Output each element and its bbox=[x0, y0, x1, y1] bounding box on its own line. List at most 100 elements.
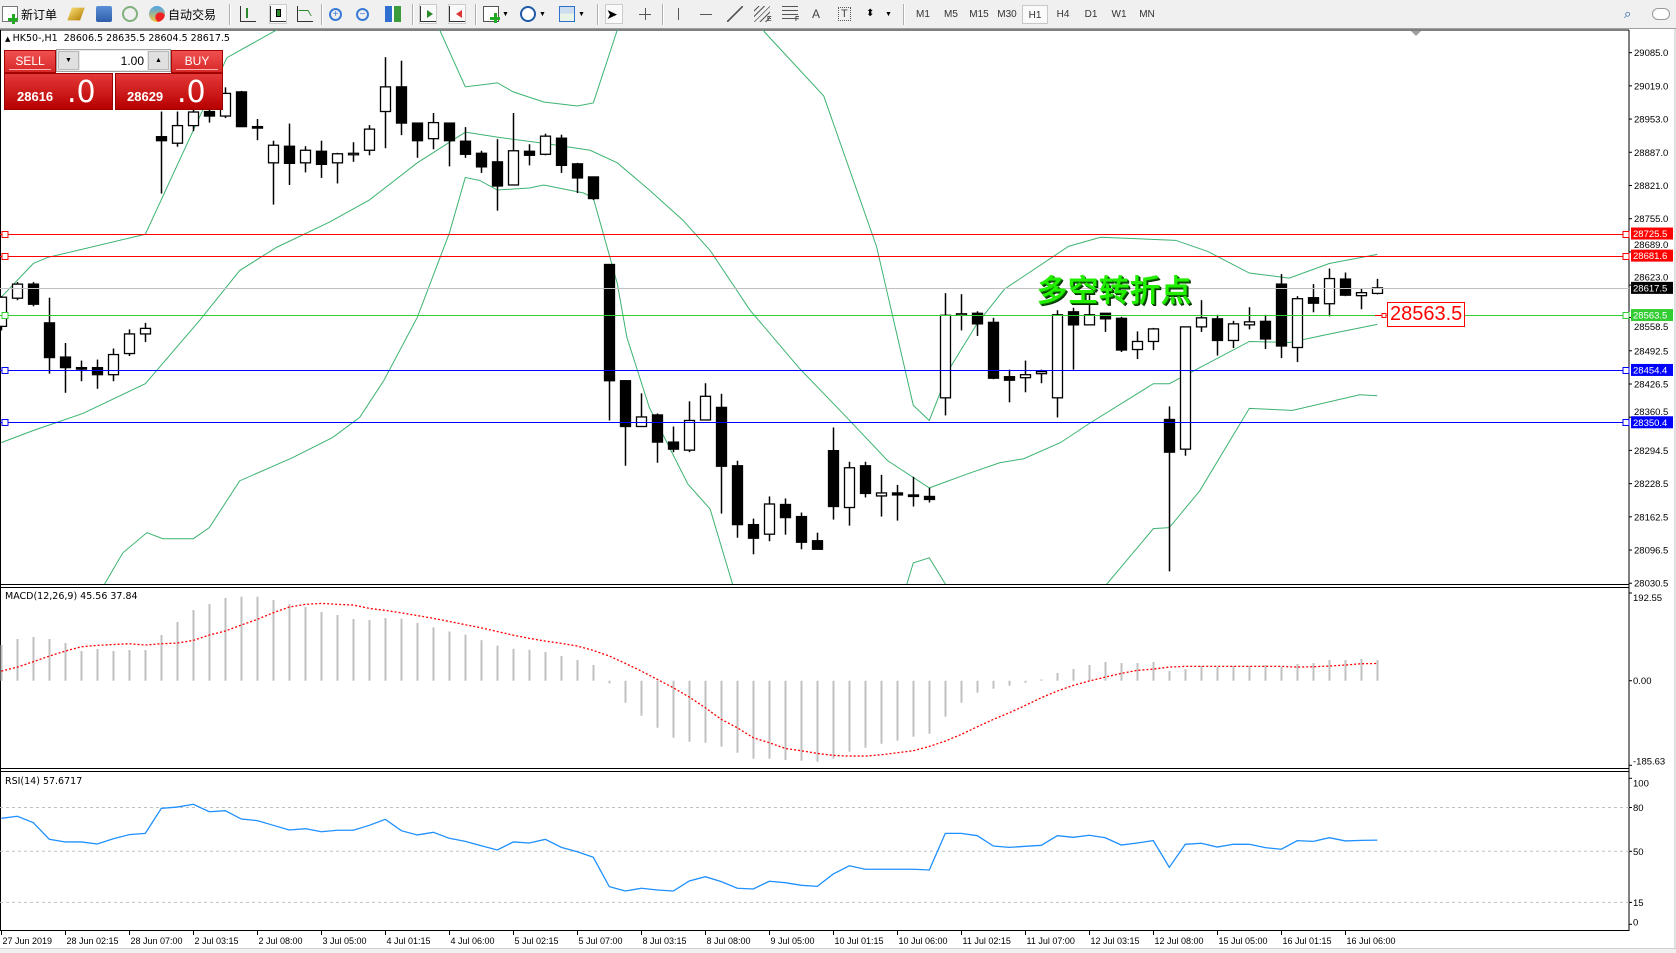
bull-candle-body bbox=[1355, 292, 1368, 297]
line-chart-button[interactable] bbox=[297, 4, 313, 24]
lot-size-input[interactable] bbox=[80, 51, 147, 70]
chart-shift-marker[interactable] bbox=[1411, 31, 1421, 36]
new-chart-icon bbox=[483, 6, 500, 23]
arrows-button[interactable]: ⬍ ▼ bbox=[866, 4, 892, 24]
candlestick-button[interactable] bbox=[269, 4, 287, 24]
sell-button[interactable]: SELL bbox=[4, 50, 56, 73]
candle bbox=[1259, 314, 1272, 350]
search-button[interactable]: ⌕ bbox=[1624, 4, 1640, 24]
horizontal-line-handle[interactable] bbox=[1, 312, 9, 319]
horizontal-line-handle[interactable] bbox=[1, 253, 9, 260]
bear-candle-body bbox=[555, 137, 568, 167]
bear-candle-body bbox=[315, 150, 328, 165]
text-label-button[interactable]: T bbox=[838, 4, 851, 24]
timeframe-m1[interactable]: M1 bbox=[916, 9, 930, 20]
chart-shift-button[interactable] bbox=[448, 4, 466, 24]
text-button[interactable]: A bbox=[812, 4, 820, 24]
horizontal-line-button[interactable] bbox=[698, 4, 714, 24]
horizontal-line-handle[interactable] bbox=[1622, 253, 1630, 260]
bear-candle-body bbox=[1003, 376, 1016, 381]
auto-scroll-button[interactable] bbox=[419, 4, 437, 24]
bull-candle-body bbox=[1323, 277, 1336, 305]
candle bbox=[1323, 268, 1336, 317]
price-axis-label: 28689.0 bbox=[1634, 240, 1668, 251]
ask-price-button[interactable]: 28629 .0 bbox=[115, 73, 223, 110]
lot-stepper: ▼ ▲ bbox=[56, 49, 171, 72]
vertical-line-button[interactable] bbox=[670, 4, 686, 24]
horizontal-line-handle[interactable] bbox=[1622, 367, 1630, 374]
price-line-label-box bbox=[1631, 309, 1673, 322]
horizontal-line-handle[interactable] bbox=[1622, 231, 1630, 238]
horizontal-line-handle[interactable] bbox=[1, 367, 9, 374]
time-axis-label: 8 Jul 03:15 bbox=[643, 936, 687, 946]
horizontal-line-handle[interactable] bbox=[1, 231, 9, 238]
bar-chart-button[interactable] bbox=[240, 4, 256, 24]
candle bbox=[331, 152, 344, 184]
price-callout-label[interactable]: 28563.5 bbox=[1387, 302, 1466, 327]
bear-candle-body bbox=[411, 122, 424, 142]
chart-collapse-triangle-icon[interactable]: ▲ bbox=[5, 35, 13, 43]
bid-price-button[interactable]: 28616 .0 bbox=[4, 73, 113, 110]
bear-candle-body bbox=[827, 450, 840, 508]
templates-button[interactable]: ▼ bbox=[559, 4, 585, 24]
new-chart-button[interactable]: ▼ bbox=[483, 4, 509, 24]
timeframe-w1[interactable]: W1 bbox=[1111, 9, 1127, 20]
rsi-axis-label: 100 bbox=[1633, 778, 1649, 789]
price-line-label: 28681.6 bbox=[1633, 251, 1667, 262]
search-icon: ⌕ bbox=[1624, 6, 1632, 21]
ask-price-main: 28629 bbox=[127, 89, 164, 104]
new-order-button[interactable]: 新订单 bbox=[2, 4, 57, 24]
candle bbox=[907, 476, 920, 507]
buy-button[interactable]: BUY bbox=[171, 50, 223, 73]
navigator-icon bbox=[96, 6, 112, 22]
candle bbox=[299, 146, 312, 173]
timeframe-m15[interactable]: M15 bbox=[969, 9, 989, 20]
toolbar-separator bbox=[321, 4, 323, 25]
zoom-out-button[interactable]: − bbox=[356, 4, 369, 24]
trendline-button[interactable] bbox=[727, 4, 743, 24]
rsi-axis-label: 15 bbox=[1633, 898, 1644, 909]
horizontal-line-handle[interactable] bbox=[1622, 312, 1630, 319]
horizontal-line-handle[interactable] bbox=[1622, 419, 1630, 426]
rsi-axis-label: 80 bbox=[1633, 803, 1644, 814]
macd-axis-label: 0.00 bbox=[1633, 676, 1652, 687]
turning-point-annotation[interactable]: 多空转折点 bbox=[1037, 274, 1192, 309]
timeframe-h4[interactable]: H4 bbox=[1056, 9, 1070, 20]
bear-candle-body bbox=[731, 465, 744, 526]
bear-candle-body bbox=[571, 163, 584, 179]
timeframe-d1[interactable]: D1 bbox=[1084, 9, 1098, 20]
periods-clock-icon bbox=[520, 6, 536, 22]
signals-button[interactable] bbox=[122, 4, 138, 24]
price-axis-label: 28228.5 bbox=[1634, 479, 1668, 490]
bear-candle-body bbox=[1067, 311, 1080, 326]
auto-trading-button[interactable]: 自动交易 bbox=[149, 4, 216, 24]
timeframe-mn[interactable]: MN bbox=[1139, 9, 1155, 20]
price-line-label: 28617.5 bbox=[1633, 283, 1667, 294]
navigator-button[interactable] bbox=[96, 4, 112, 24]
timeframe-m30[interactable]: M30 bbox=[997, 9, 1017, 20]
candle bbox=[11, 282, 24, 301]
timeframe-m5[interactable]: M5 bbox=[944, 9, 958, 20]
timeframe-h1[interactable]: H1 bbox=[1022, 5, 1048, 24]
candle bbox=[1339, 272, 1352, 297]
crosshair-button[interactable] bbox=[637, 4, 653, 24]
fibonacci-channel-button[interactable]: E bbox=[754, 4, 772, 24]
bear-candle-body bbox=[811, 540, 824, 550]
rsi-indicator-label: RSI(14) 57.6717 bbox=[5, 776, 83, 787]
bear-candle-body bbox=[91, 366, 104, 376]
candle bbox=[859, 461, 872, 498]
zoom-in-button[interactable]: + bbox=[329, 4, 342, 24]
bull-candle-body bbox=[1051, 314, 1064, 399]
bear-candle-body bbox=[971, 312, 984, 325]
tile-windows-button[interactable] bbox=[385, 4, 401, 24]
candle bbox=[1083, 295, 1096, 326]
price-axis-label: 29019.0 bbox=[1634, 81, 1668, 92]
lot-decrease-button[interactable]: ▼ bbox=[58, 51, 79, 70]
chat-button[interactable] bbox=[1652, 4, 1670, 24]
fibonacci-button[interactable]: F bbox=[782, 4, 799, 24]
lot-increase-button[interactable]: ▲ bbox=[148, 51, 169, 70]
horizontal-line-handle[interactable] bbox=[1, 419, 9, 426]
cursor-button[interactable]: ➤ bbox=[605, 4, 623, 24]
periods-button[interactable]: ▼ bbox=[520, 4, 546, 24]
